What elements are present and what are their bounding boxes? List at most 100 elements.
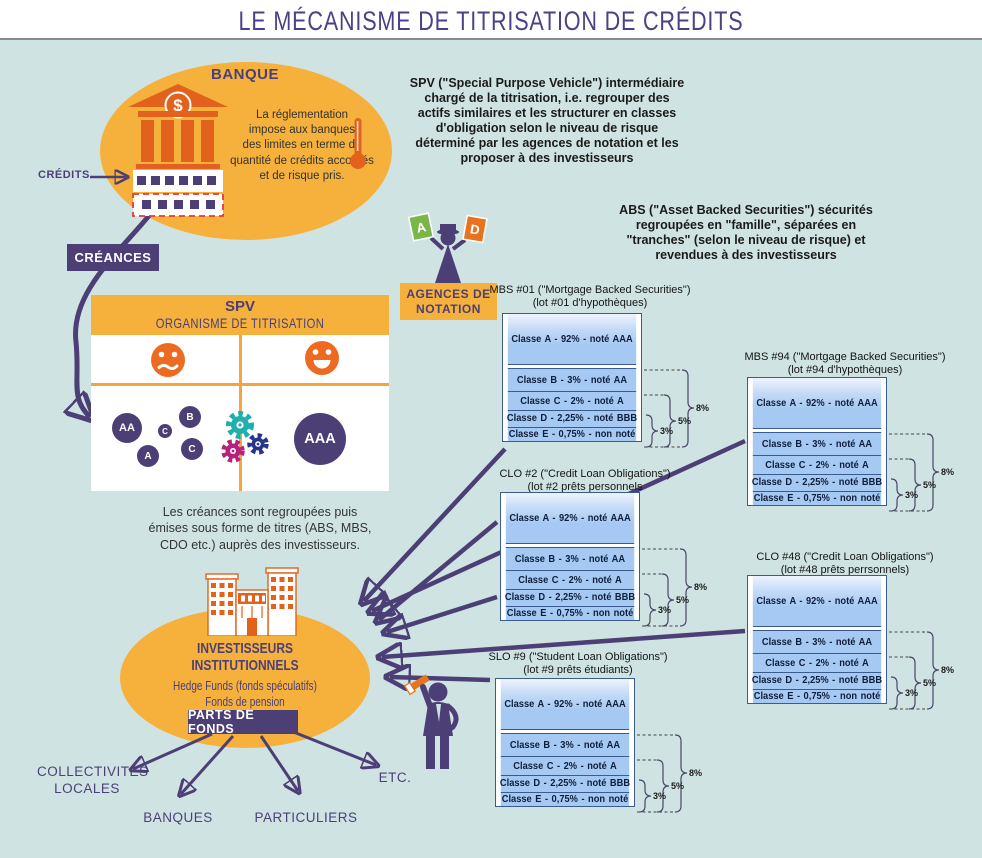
tranche-row: Classe B - 3% - noté AA — [752, 432, 882, 455]
brace-label-8: 8% — [696, 403, 709, 413]
tranche-braces: 3% 5% 8% — [637, 734, 702, 813]
spv-box-subtitle: ORGANISME DE TITRISATION — [155, 315, 325, 331]
tranche-row: Classe E - 0,75% - non noté — [505, 605, 635, 620]
tranche-braces: 3% 5% 8% — [889, 433, 954, 512]
dest-banques: BANQUES — [143, 810, 213, 825]
spv-box-header: SPV ORGANISME DE TITRISATION — [91, 295, 389, 335]
tranche-row: Classe A - 92% - noté AAA — [500, 679, 630, 730]
tranche-row: Classe C - 2% - noté A — [752, 653, 882, 672]
tranche-row: Classe A - 92% - noté AAA — [752, 576, 882, 627]
bank-icon: $ — [128, 84, 228, 217]
table-title-mbs01: MBS #01 ("Mortgage Backed Securities") (l… — [489, 284, 691, 309]
gears-icon — [221, 411, 269, 463]
brace-label-8: 8% — [694, 582, 707, 592]
svg-text:D: D — [469, 221, 481, 237]
rating-bubble: B — [179, 406, 201, 428]
spv-box: SPV ORGANISME DE TITRISATION AA C B A C AAA — [91, 295, 389, 491]
dest-collectivites: COLLECTIVITÉS LOCALES — [37, 764, 149, 796]
spv-note: SPV ("Special Purpose Vehicle") interméd… — [409, 76, 685, 165]
dest-particuliers: PARTICULIERS — [254, 810, 358, 825]
smiley-sad-icon — [151, 343, 185, 377]
tranche-table-slo9: Classe A - 92% - noté AAA Classe B - 3% -… — [495, 678, 635, 807]
tranche-braces: 3% 5% 8% — [642, 548, 707, 627]
spv-box-title: SPV — [224, 298, 255, 315]
abs-note: ABS ("Asset Backed Securities") sécurité… — [619, 203, 873, 262]
page-title: LE MÉCANISME DE TITRISATION DE CRÉDITS — [238, 6, 744, 36]
table-title-clo48: CLO #48 ("Credit Loan Obligations") (lot … — [756, 551, 934, 576]
tranche-table-clo48: Classe A - 92% - noté AAA Classe B - 3% -… — [747, 575, 887, 704]
brace-label-5: 5% — [678, 416, 691, 426]
investisseurs-line2: Fonds de pension — [205, 695, 285, 710]
brace-label-3: 3% — [660, 426, 673, 436]
tranche-table-clo2: Classe A - 92% - noté AAA Classe B - 3% -… — [500, 492, 640, 621]
tranche-table-mbs01: Classe A - 92% - noté AAA Classe B - 3% -… — [502, 313, 642, 442]
creances-label: CRÉANCES — [67, 244, 159, 271]
brace-label-3: 3% — [905, 688, 918, 698]
tranche-row: Classe B - 3% - noté AA — [752, 630, 882, 653]
fan-arrow-clo2b — [387, 594, 498, 632]
brace-label-5: 5% — [923, 480, 936, 490]
investisseurs-line1: Hedge Funds (fonds spéculatifs) — [173, 679, 317, 693]
fan-arrow-clo2a — [379, 520, 499, 620]
thermometer-icon — [350, 118, 366, 169]
gear-blue — [247, 433, 269, 455]
credits-label: CRÉDITS — [38, 169, 90, 181]
divider — [91, 383, 389, 386]
brace-label-8: 8% — [941, 665, 954, 675]
tranche-row: Classe D - 2,25% - noté BBB — [752, 474, 882, 491]
brace-label-5: 5% — [676, 595, 689, 605]
brace-label-8: 8% — [941, 467, 954, 477]
tranche-row: Classe A - 92% - noté AAA — [507, 314, 637, 365]
brace-label-3: 3% — [905, 490, 918, 500]
rating-bubble: C — [181, 438, 203, 460]
tranche-row: Classe B - 3% - noté AA — [507, 368, 637, 391]
table-title-clo2: CLO #2 ("Credit Loan Obligations") (lot #… — [499, 468, 671, 493]
tranche-table-mbs94: Classe A - 92% - noté AAA Classe B - 3% -… — [747, 377, 887, 506]
rating-agent-icon: A D — [407, 212, 488, 283]
table-title-mbs94: MBS #94 ("Mortgage Backed Securities") (l… — [744, 351, 946, 376]
smiley-happy-icon — [305, 341, 339, 375]
tranche-braces: 3% 5% 8% — [889, 631, 954, 710]
brace-label-5: 5% — [923, 678, 936, 688]
tranche-row: Classe C - 2% - noté A — [752, 455, 882, 474]
rating-card-a: A — [407, 212, 435, 242]
brace-label-5: 5% — [671, 781, 684, 791]
tranche-row: Classe A - 92% - noté AAA — [752, 378, 882, 429]
tranche-row: Classe C - 2% - noté A — [505, 570, 635, 589]
brace-label-3: 3% — [658, 605, 671, 615]
dollar-icon: $ — [173, 96, 183, 115]
gear-magenta — [221, 439, 245, 463]
brace-label-8: 8% — [689, 768, 702, 778]
tranche-row: Classe C - 2% - noté A — [507, 391, 637, 410]
tranche-row: Classe E - 0,75% - non noté — [500, 791, 630, 806]
tranche-row: Classe E - 0,75% - non noté — [752, 490, 882, 505]
tranche-row: Classe A - 92% - noté AAA — [505, 493, 635, 544]
tranche-row: Classe B - 3% - noté AA — [505, 547, 635, 570]
credits-row-icon — [133, 170, 223, 192]
tranche-row: Classe D - 2,25% - noté BBB — [507, 410, 637, 427]
tranche-row: Classe B - 3% - noté AA — [500, 733, 630, 756]
svg-text:A: A — [415, 219, 428, 236]
spv-caption: Les créances sont regroupées puis émises… — [148, 505, 372, 552]
table-title-slo9: SLO #9 ("Student Loan Obligations") (lot … — [488, 651, 668, 676]
rating-bubble: AA — [112, 413, 142, 443]
investisseurs-text: INVESTISSEURS INSTITUTIONNELS Hedge Fund… — [117, 640, 373, 711]
parts-de-fonds-label: PARTS DE FONDS — [188, 708, 298, 736]
tranche-row: Classe E - 0,75% - non noté — [752, 688, 882, 703]
tranche-row: Classe D - 2,25% - noté BBB — [500, 775, 630, 792]
tranche-row: Classe E - 0,75% - non noté — [507, 426, 637, 441]
dest-etc: ETC. — [378, 770, 412, 785]
title-bar: LE MÉCANISME DE TITRISATION DE CRÉDITS — [0, 0, 982, 40]
rating-bubble: C — [158, 424, 172, 438]
creances-row-icon — [132, 193, 224, 217]
tranche-row: Classe D - 2,25% - noté BBB — [752, 672, 882, 689]
tranche-braces: 3% 5% 8% — [644, 369, 709, 448]
rating-bubbles: AA C B A C — [91, 295, 389, 491]
agences-notation-label: AGENCES DE NOTATION — [400, 283, 497, 320]
brace-label-3: 3% — [653, 791, 666, 801]
rating-card-d: D — [462, 214, 488, 244]
investisseurs-title: INVESTISSEURS INSTITUTIONNELS — [191, 640, 299, 674]
spyglass-person-icon — [403, 674, 459, 769]
rating-bubble: A — [137, 445, 159, 467]
